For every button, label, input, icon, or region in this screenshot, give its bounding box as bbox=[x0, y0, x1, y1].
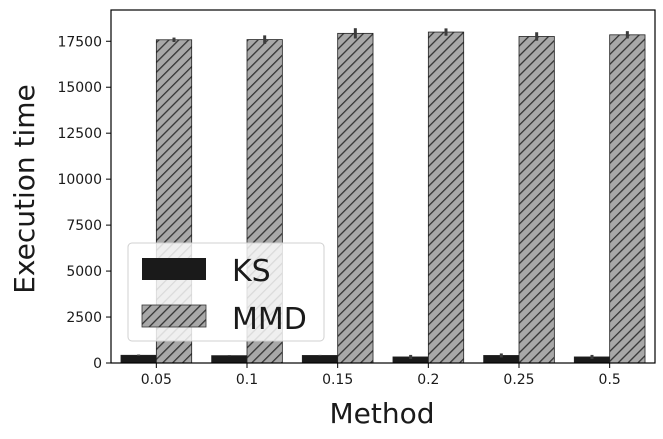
y-tick-label: 10000 bbox=[57, 172, 102, 188]
legend-swatch-ks bbox=[142, 258, 206, 280]
legend-label-mmd: MMD bbox=[232, 302, 307, 337]
bar-mmd-0.2 bbox=[427, 31, 465, 364]
x-tick-label: 0.1 bbox=[236, 372, 258, 388]
y-tick-label: 0 bbox=[93, 356, 102, 372]
x-tick-label: 0.2 bbox=[417, 372, 439, 388]
y-tick-label: 2500 bbox=[66, 310, 102, 326]
x-tick-label: 0.05 bbox=[141, 372, 172, 388]
y-tick-label: 7500 bbox=[66, 218, 102, 234]
plot-frame bbox=[110, 9, 656, 364]
y-tick-label: 15000 bbox=[57, 80, 102, 96]
bar-mmd-0.5 bbox=[609, 34, 646, 364]
bar-mmd-0.15 bbox=[337, 32, 374, 364]
x-tick-label: 0.15 bbox=[322, 372, 353, 388]
bar-mmd-0.25 bbox=[518, 36, 555, 364]
bar-ks-0.1 bbox=[211, 355, 248, 364]
bar-ks-0.05 bbox=[120, 354, 157, 364]
y-tick-label: 12500 bbox=[57, 126, 102, 142]
x-tick-label: 0.25 bbox=[503, 372, 534, 388]
error-bars bbox=[137, 28, 629, 359]
bar-ks-0.15 bbox=[301, 355, 339, 364]
x-tick-label: 0.5 bbox=[599, 372, 621, 388]
x-axis: 0.05 0.1 0.15 0.2 0.25 0.5 bbox=[141, 363, 621, 388]
y-tick-label: 17500 bbox=[57, 34, 102, 50]
legend: KS MMD bbox=[127, 242, 325, 342]
legend-label-ks: KS bbox=[232, 254, 271, 289]
y-tick-label: 5000 bbox=[66, 264, 102, 280]
y-axis: 0 2500 5000 7500 10000 12500 15000 17500 bbox=[57, 34, 111, 372]
x-axis-title: Method bbox=[329, 397, 434, 430]
y-axis-title: Execution time bbox=[8, 84, 41, 294]
legend-swatch-mmd bbox=[141, 304, 207, 328]
